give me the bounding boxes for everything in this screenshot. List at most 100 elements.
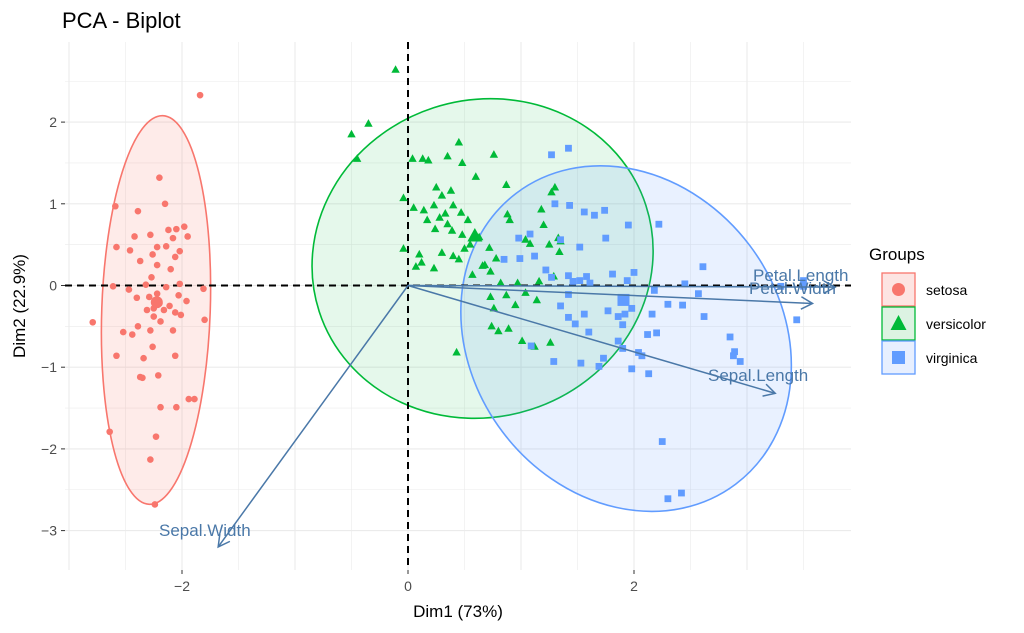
point-virginica <box>609 270 616 278</box>
point-virginica <box>645 370 653 378</box>
centroid-setosa <box>150 296 163 309</box>
point-virginica <box>648 310 656 318</box>
point-virginica <box>664 495 672 503</box>
point-virginica <box>653 329 660 337</box>
legend-triangle-icon <box>890 315 907 330</box>
point-setosa <box>149 343 156 351</box>
point-versicolor <box>443 219 452 228</box>
point-virginica <box>621 310 629 318</box>
ellipse-versicolor <box>311 97 654 420</box>
point-virginica <box>557 302 564 310</box>
point-versicolor <box>454 254 464 263</box>
zero-lines <box>65 42 851 570</box>
point-versicolor <box>452 347 461 356</box>
point-virginica <box>586 279 594 287</box>
legend-square-icon <box>892 351 905 364</box>
variable-arrows <box>217 280 837 549</box>
chart-title: PCA - Biplot <box>62 8 181 33</box>
point-setosa <box>150 313 158 320</box>
point-setosa <box>112 202 119 210</box>
point-virginica <box>515 234 523 242</box>
point-versicolor <box>456 208 466 216</box>
point-virginica <box>628 304 636 312</box>
point-versicolor <box>502 290 511 299</box>
point-virginica <box>576 243 584 251</box>
point-versicolor <box>418 154 427 162</box>
point-virginica <box>565 291 572 298</box>
point-versicolor <box>537 204 546 213</box>
point-setosa <box>119 328 127 336</box>
y-axis-title: Dim2 (22.9%) <box>10 254 29 358</box>
point-versicolor <box>423 215 432 224</box>
point-virginica <box>731 348 738 356</box>
point-setosa <box>196 91 204 99</box>
point-setosa <box>173 225 180 233</box>
point-virginica <box>736 358 744 365</box>
point-setosa <box>162 242 170 250</box>
point-versicolor <box>468 270 477 278</box>
point-setosa <box>152 433 160 440</box>
centroid-versicolor <box>467 227 483 242</box>
x-axis-title: Dim1 (73%) <box>413 602 503 621</box>
point-virginica <box>730 352 737 360</box>
point-versicolor <box>411 262 421 270</box>
x-tick-label: −2 <box>174 578 190 594</box>
point-versicolor <box>521 288 530 296</box>
var-label-sepal-width: Sepal.Width <box>159 521 251 540</box>
point-setosa <box>147 456 154 463</box>
point-virginica <box>601 206 609 214</box>
arrow-sepal-width <box>217 285 409 549</box>
arrow-sepal-length <box>407 284 777 397</box>
point-setosa <box>153 261 161 269</box>
point-virginica <box>566 202 573 209</box>
point-virginica <box>583 273 590 280</box>
point-virginica <box>526 230 534 238</box>
point-virginica <box>550 358 558 365</box>
point-setosa <box>191 395 198 403</box>
point-setosa <box>140 354 147 362</box>
point-setosa <box>142 281 150 288</box>
axis-ticks: −2 0 2 −3 −2 −1 0 1 2 <box>41 114 638 594</box>
point-setosa <box>134 207 142 215</box>
point-setosa <box>157 318 164 325</box>
point-setosa <box>154 372 162 379</box>
var-label-petal-width: Petal.Width <box>749 279 836 298</box>
variable-labels: Petal.Length Petal.Width Sepal.Length Se… <box>159 266 848 540</box>
point-setosa <box>169 327 177 334</box>
point-virginica <box>681 280 689 288</box>
point-setosa <box>166 302 173 310</box>
point-setosa <box>136 257 144 265</box>
point-setosa <box>106 428 113 436</box>
point-virginica <box>600 354 607 362</box>
point-setosa <box>171 309 179 316</box>
point-setosa <box>176 247 184 255</box>
point-setosa <box>167 265 174 273</box>
point-virginica <box>700 313 708 320</box>
point-setosa <box>153 290 161 297</box>
var-label-sepal-length: Sepal.Length <box>708 366 808 385</box>
var-label-petal-length: Petal.Length <box>753 266 848 285</box>
point-virginica <box>551 200 559 208</box>
point-versicolor <box>443 151 452 160</box>
point-versicolor <box>489 150 499 158</box>
arrow-petal-width <box>407 284 815 310</box>
point-setosa <box>109 283 117 290</box>
point-versicolor <box>449 251 458 260</box>
point-versicolor <box>446 186 456 194</box>
legend-label-virginica: virginica <box>926 350 978 366</box>
point-versicolor <box>409 203 418 211</box>
point-versicolor <box>491 253 501 262</box>
y-tick-label: −3 <box>41 523 57 539</box>
point-versicolor <box>454 137 464 146</box>
point-setosa <box>148 274 155 281</box>
point-virginica <box>548 151 555 159</box>
point-versicolor <box>465 240 475 248</box>
point-versicolor <box>429 263 439 272</box>
point-setosa <box>180 223 188 230</box>
point-setosa <box>113 243 120 251</box>
point-setosa <box>147 231 154 239</box>
point-versicolor <box>486 267 495 275</box>
point-versicolor <box>417 258 426 266</box>
point-setosa <box>184 233 191 240</box>
